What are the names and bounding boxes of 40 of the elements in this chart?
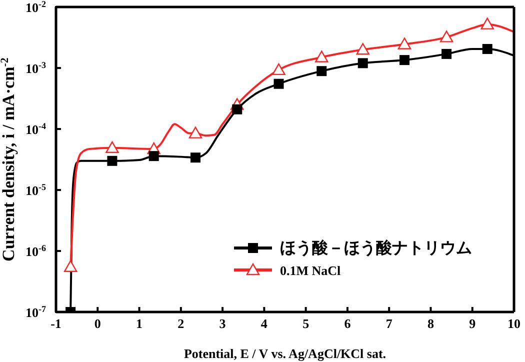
x-tick-label: 10: [508, 316, 520, 332]
point: [148, 151, 159, 162]
point: [188, 126, 202, 138]
point: [442, 48, 452, 59]
x-tick-label: 7: [386, 316, 393, 332]
y-tick-label: 10$^{-5}$: [26, 182, 46, 198]
point: [106, 141, 119, 153]
x-tick-label: 8: [427, 316, 434, 332]
point: [398, 38, 412, 50]
point: [399, 55, 410, 66]
point: [480, 18, 494, 30]
x-tick-label: 5: [302, 316, 310, 332]
x-tick-label: 6: [344, 316, 352, 332]
y-tick-label: 10$^{-4}$: [26, 121, 46, 137]
point: [356, 43, 370, 55]
y-tick-label: 10$^{-7}$: [26, 304, 46, 320]
point: [107, 156, 118, 166]
legend-label: 0.1M NaCl: [280, 263, 342, 278]
x-tick-label: 3: [219, 316, 226, 332]
y-tick-label: 10$^{-3}$: [26, 60, 46, 76]
y-tick-label: 10$^{-6}$: [26, 243, 46, 259]
point: [440, 30, 454, 42]
point: [232, 104, 242, 114]
y-tick-label: 10$^{-2}$: [26, 0, 46, 15]
x-axis-title: Potential, E / V vs. Ag/AgCl/KCl sat.: [184, 346, 386, 361]
x-tick-label: 2: [178, 316, 184, 332]
x-tick-label: 4: [260, 316, 268, 332]
x-tick-label: 1: [136, 316, 143, 332]
x-tick-label: 9: [469, 316, 476, 332]
point: [272, 63, 286, 76]
point: [316, 66, 327, 76]
point: [315, 50, 328, 62]
point: [358, 58, 368, 68]
point: [482, 44, 492, 54]
point: [274, 78, 284, 89]
x-tick-label: -1: [50, 316, 62, 332]
x-tick-label: 0: [94, 316, 101, 332]
point: [190, 152, 200, 163]
legend-label: ほう酸－ほう酸ナトリウム: [280, 239, 472, 257]
point: [64, 260, 78, 272]
